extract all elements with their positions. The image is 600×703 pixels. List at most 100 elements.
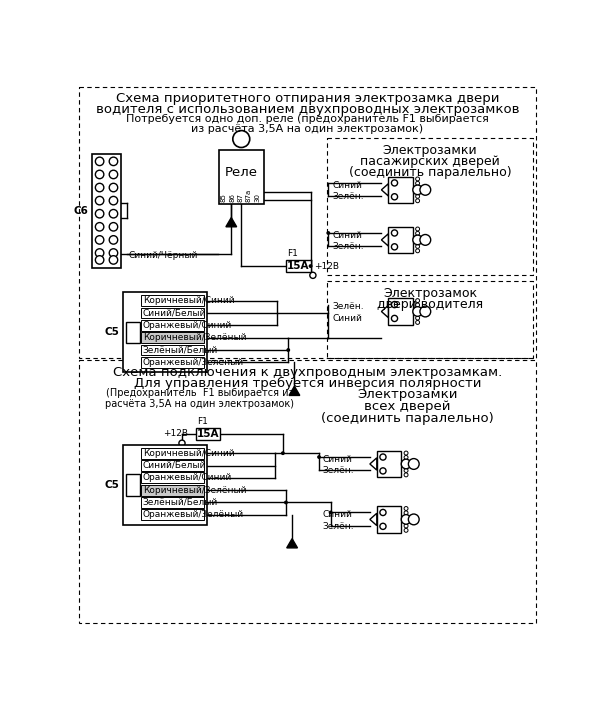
Text: 87а: 87а xyxy=(246,189,252,202)
Circle shape xyxy=(416,231,419,236)
Circle shape xyxy=(416,199,419,202)
Circle shape xyxy=(391,316,398,321)
Text: +12В: +12В xyxy=(314,262,338,271)
Polygon shape xyxy=(289,386,300,396)
Circle shape xyxy=(109,223,118,231)
Text: (Предохранитель  F1 выбирается из: (Предохранитель F1 выбирается из xyxy=(106,388,293,398)
Text: +12В: +12В xyxy=(164,430,188,439)
Text: Синий: Синий xyxy=(323,455,353,464)
Text: Синий: Синий xyxy=(323,510,353,520)
Bar xyxy=(141,357,205,368)
Bar xyxy=(92,154,121,268)
Text: Электрозамки: Электрозамки xyxy=(383,144,477,157)
Bar xyxy=(141,295,205,306)
Circle shape xyxy=(401,515,411,524)
Circle shape xyxy=(310,272,316,278)
Circle shape xyxy=(416,236,419,240)
Circle shape xyxy=(420,306,431,317)
Text: 86: 86 xyxy=(229,193,235,202)
Bar xyxy=(327,280,533,358)
Circle shape xyxy=(281,451,285,455)
Text: Электрозамки: Электрозамки xyxy=(358,388,458,401)
Bar xyxy=(79,360,536,623)
Circle shape xyxy=(326,231,330,235)
Text: Оранжевый/Синий: Оранжевый/Синий xyxy=(143,321,232,330)
Circle shape xyxy=(391,180,398,186)
Text: Электрозамок: Электрозамок xyxy=(383,287,477,300)
Text: Схема подключения к двухпроводным электрозамкам.: Схема подключения к двухпроводным электр… xyxy=(113,366,502,379)
Circle shape xyxy=(391,244,398,250)
Text: Зелёный/Белый: Зелёный/Белый xyxy=(143,498,218,507)
Circle shape xyxy=(404,460,408,464)
Text: Синий/Белый: Синий/Белый xyxy=(143,461,206,470)
Text: Схема приоритетного отпирания электрозамка двери: Схема приоритетного отпирания электрозам… xyxy=(116,92,499,105)
Circle shape xyxy=(380,523,386,529)
Circle shape xyxy=(416,249,419,253)
Circle shape xyxy=(404,520,408,524)
Circle shape xyxy=(404,515,408,520)
Circle shape xyxy=(404,469,408,472)
Circle shape xyxy=(404,511,408,515)
Text: C5: C5 xyxy=(105,328,119,337)
Circle shape xyxy=(416,321,419,324)
Bar xyxy=(141,333,205,343)
Circle shape xyxy=(380,510,386,515)
Circle shape xyxy=(416,303,419,307)
Polygon shape xyxy=(382,183,388,196)
Text: Синий/Чёрный: Синий/Чёрный xyxy=(129,251,198,260)
Text: Для управления требуется инверсия полярности: Для управления требуется инверсия полярн… xyxy=(134,377,481,390)
Circle shape xyxy=(416,311,419,316)
Text: Синий: Синий xyxy=(333,314,363,323)
Text: 87: 87 xyxy=(238,193,244,202)
Text: F1: F1 xyxy=(197,418,208,426)
Circle shape xyxy=(409,458,419,470)
Circle shape xyxy=(95,183,104,192)
Bar xyxy=(141,344,205,356)
Text: 15А: 15А xyxy=(197,429,220,439)
Circle shape xyxy=(416,195,419,198)
Circle shape xyxy=(416,181,419,186)
Circle shape xyxy=(95,196,104,205)
Text: расчёта 3,5А на один электрозамок): расчёта 3,5А на один электрозамок) xyxy=(105,399,294,408)
Circle shape xyxy=(109,209,118,218)
Bar xyxy=(141,485,205,496)
Circle shape xyxy=(109,183,118,192)
Bar xyxy=(196,428,220,440)
Circle shape xyxy=(413,185,422,195)
Text: Зелён.: Зелён. xyxy=(333,302,365,311)
Text: двери водителя: двери водителя xyxy=(377,297,483,311)
Bar xyxy=(123,445,208,525)
Circle shape xyxy=(380,467,386,474)
Circle shape xyxy=(391,302,398,308)
Circle shape xyxy=(409,514,419,525)
Circle shape xyxy=(329,510,332,515)
Circle shape xyxy=(109,170,118,179)
Text: 15А: 15А xyxy=(287,261,310,271)
Bar xyxy=(219,150,263,204)
Text: (соединить паралельно): (соединить паралельно) xyxy=(349,166,511,179)
Bar xyxy=(141,320,205,330)
Circle shape xyxy=(404,507,408,510)
Circle shape xyxy=(416,316,419,320)
Circle shape xyxy=(109,236,118,244)
Circle shape xyxy=(413,235,422,245)
Circle shape xyxy=(416,177,419,181)
Circle shape xyxy=(95,223,104,231)
Text: Зелён.: Зелён. xyxy=(323,466,355,475)
Bar xyxy=(79,86,536,358)
Bar xyxy=(388,298,413,325)
Bar xyxy=(388,227,413,253)
Text: Синий: Синий xyxy=(333,181,363,190)
Circle shape xyxy=(95,256,104,264)
Circle shape xyxy=(416,227,419,231)
Circle shape xyxy=(380,454,386,460)
Circle shape xyxy=(416,190,419,194)
Text: Коричневый/Синий: Коричневый/Синий xyxy=(143,296,235,305)
Circle shape xyxy=(284,501,288,504)
Circle shape xyxy=(404,456,408,459)
Circle shape xyxy=(416,299,419,302)
Text: водителя с использованием двухпроводных электрозамков: водителя с использованием двухпроводных … xyxy=(96,103,519,116)
Circle shape xyxy=(95,157,104,166)
Circle shape xyxy=(179,440,185,446)
Circle shape xyxy=(95,209,104,218)
